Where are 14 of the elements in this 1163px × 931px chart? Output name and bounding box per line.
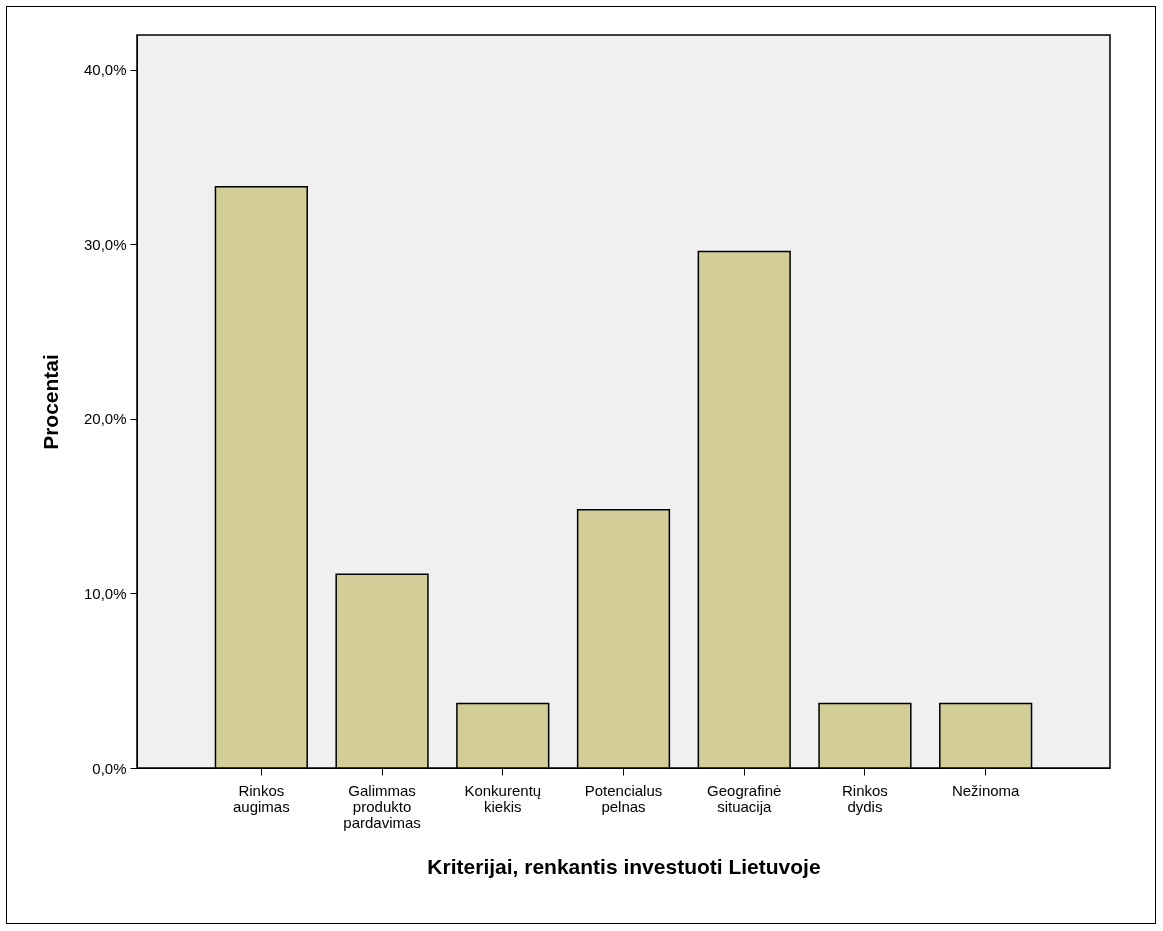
x-tick-label: Potencialus pelnas: [584, 781, 663, 815]
x-tick-label: Nežinoma: [951, 781, 1021, 799]
y-axis-title: Procentai: [38, 354, 62, 450]
y-tick-label: 20,0%: [83, 410, 127, 428]
x-tick-label: Geografinė situacija: [707, 781, 782, 815]
y-tick-label: 30,0%: [83, 235, 127, 253]
x-tick-label: Galimmas produkto pardavimas: [343, 781, 421, 831]
y-tick-label: 0,0%: [92, 759, 127, 777]
x-tick-label: Rinkos dydis: [842, 781, 888, 815]
x-tick-label: Rinkos augimas: [232, 781, 290, 815]
x-tick-label: Konkurentų kiekis: [464, 781, 542, 815]
y-tick-label: 10,0%: [83, 584, 127, 602]
y-tick-label: 40,0%: [83, 61, 127, 79]
x-axis-title: Kriterijai, renkantis investuoti Lietuvoje: [427, 854, 821, 878]
